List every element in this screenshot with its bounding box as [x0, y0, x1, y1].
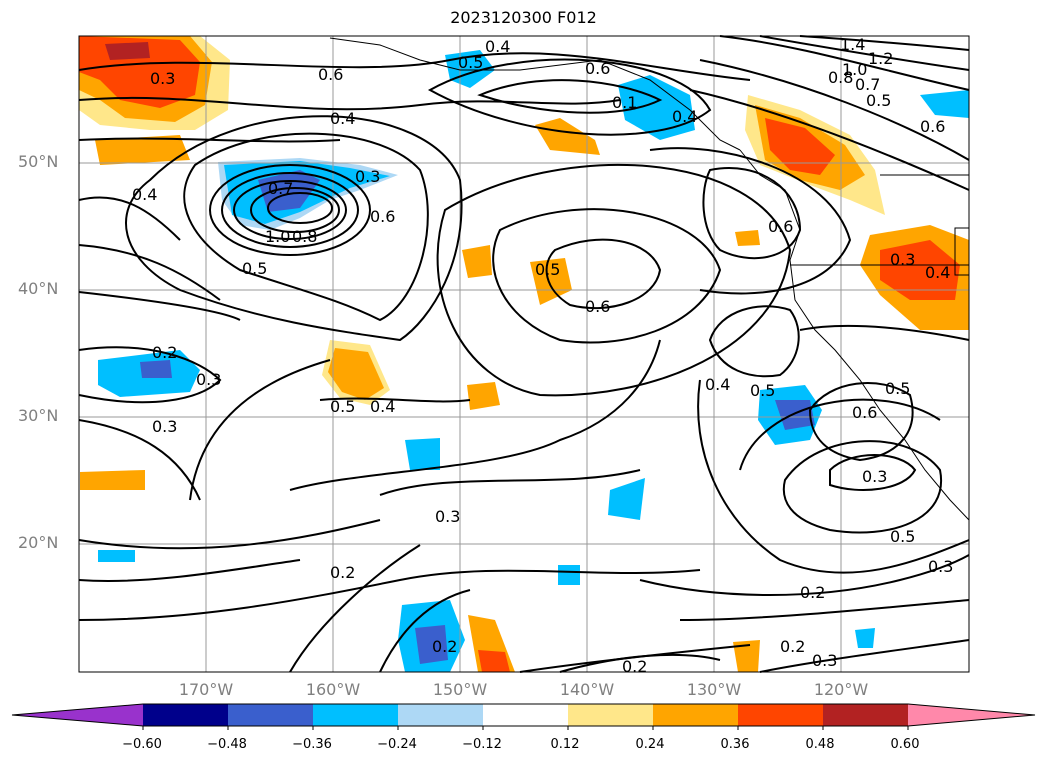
colorbar-tick-label: 0.12: [550, 737, 580, 752]
colorbar-swatch: [483, 704, 568, 726]
contour-label: 0.5: [750, 381, 775, 400]
contour-label: 0.4: [485, 37, 510, 56]
contour-label: 0.2: [780, 637, 805, 656]
contour-label: 0.6: [318, 65, 343, 84]
contour-label: 0.2: [622, 657, 647, 676]
contour-label: 0.2: [800, 583, 825, 602]
contour-label: 0.2: [152, 343, 177, 362]
contour-label: 0.2: [330, 563, 355, 582]
map-title: 2023120300 F012: [450, 8, 597, 27]
contour-label: 0.3: [862, 467, 887, 486]
contour-label: 0.4: [330, 109, 355, 128]
contour-label: 0.4: [925, 263, 950, 282]
lon-label: 130°W: [686, 680, 742, 699]
contour-label: 0.3: [150, 69, 175, 88]
contour-label: 0.5: [458, 53, 483, 72]
lat-label: 40°N: [18, 279, 59, 298]
contour-label: 0.8: [828, 68, 853, 87]
contour-label-group: 0.4 0.5 0.6 0.6 0.4 1.4 1.2 1.0 0.8 0.7 …: [132, 35, 953, 676]
colorbar-swatch: [738, 704, 823, 726]
contour-label: 0.3: [928, 557, 953, 576]
colorbar-swatch: [143, 704, 228, 726]
contour-label: 0.5: [866, 91, 891, 110]
graticule: [79, 36, 969, 672]
contour-label: 0.7: [268, 179, 293, 198]
contour-label: 0.5: [535, 260, 560, 279]
contour-label: 0.3: [890, 250, 915, 269]
contour-label: 0.5: [330, 397, 355, 416]
colorbar-swatch: [568, 704, 653, 726]
colorbar-tick-label: −0.24: [377, 737, 417, 752]
anomaly-shading: [79, 36, 969, 672]
contour-label: 0.6: [585, 59, 610, 78]
contour-label: 0.6: [768, 217, 793, 236]
contour-label: 0.7: [855, 75, 880, 94]
contour-label: 0.4: [672, 107, 697, 126]
colorbar-swatch: [823, 704, 908, 726]
contour-label: 0.3: [152, 417, 177, 436]
contour-label: 0.5: [242, 259, 267, 278]
lat-label: 50°N: [18, 152, 59, 171]
colorbar-swatch: [313, 704, 398, 726]
contour-label: 0.4: [132, 185, 157, 204]
contour-label: 0.4: [705, 375, 730, 394]
contour-label: 0.3: [355, 167, 380, 186]
contour-label: 0.8: [292, 227, 317, 246]
contour-label: 1.4: [840, 35, 865, 54]
lon-label: 140°W: [559, 680, 615, 699]
colorbar-extend-low: [12, 704, 143, 726]
contour-label: 1.2: [868, 49, 893, 68]
contour-label: 0.3: [435, 507, 460, 526]
colorbar-swatch: [653, 704, 738, 726]
colorbar-tick-label: −0.12: [462, 737, 502, 752]
colorbar-extend-high: [908, 704, 1035, 726]
colorbar-tick-label: 0.24: [635, 737, 665, 752]
colorbar-tick-label: 0.36: [720, 737, 750, 752]
contour-label: 0.3: [812, 651, 837, 670]
contour-label: 0.2: [432, 637, 457, 656]
colorbar: [11, 703, 1036, 730]
contour-label: 1.0: [842, 60, 867, 79]
colorbar-tick-label: 0.60: [890, 737, 920, 752]
contour-label: 0.5: [890, 527, 915, 546]
colorbar-tick-label: 0.48: [805, 737, 835, 752]
lon-label: 150°W: [432, 680, 488, 699]
lon-label: 120°W: [813, 680, 869, 699]
contour-label: 0.3: [196, 370, 221, 389]
contour-label: 1.0: [265, 227, 290, 246]
contour-label: 0.6: [370, 207, 395, 226]
contour-label: 0.1: [612, 93, 637, 112]
contour-lines: [78, 35, 970, 673]
lat-label: 30°N: [18, 406, 59, 425]
lat-label: 20°N: [18, 533, 59, 552]
contour-label: 0.6: [920, 117, 945, 136]
colorbar-tick-label: −0.48: [207, 737, 247, 752]
contour-label: 0.6: [852, 403, 877, 422]
colorbar-swatch: [398, 704, 483, 726]
coastlines: [329, 37, 970, 521]
contour-label: 0.5: [885, 379, 910, 398]
contour-label: 0.4: [370, 397, 395, 416]
colorbar-swatch: [228, 704, 313, 726]
lon-label: 170°W: [178, 680, 234, 699]
contour-label: 0.6: [585, 297, 610, 316]
colorbar-tick-label: −0.36: [292, 737, 332, 752]
lon-label: 160°W: [305, 680, 361, 699]
colorbar-tick-label: −0.60: [122, 737, 162, 752]
